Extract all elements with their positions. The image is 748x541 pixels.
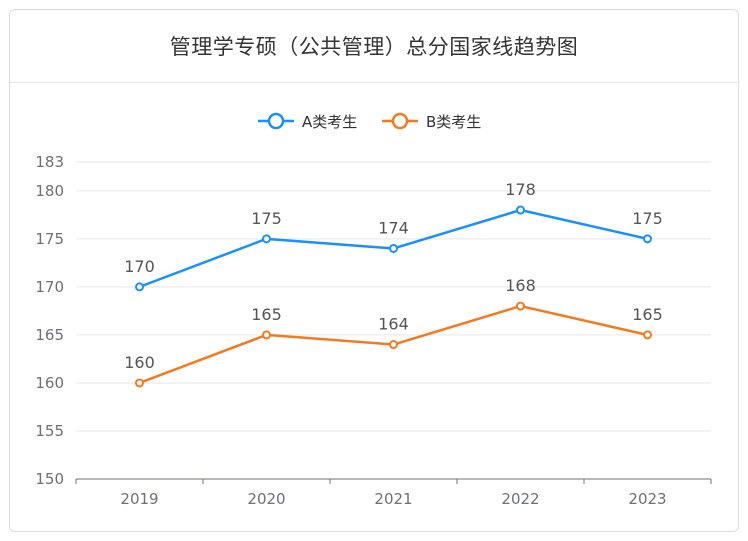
x-tick-label: 2020	[247, 490, 285, 508]
data-point	[643, 330, 652, 340]
data-point	[262, 234, 271, 244]
series-group: 170 175 174 178 175 160 165 164 168 165	[124, 180, 663, 388]
data-label: 164	[378, 315, 409, 334]
legend: A类考生 B类考生	[258, 112, 481, 131]
legend-marker	[391, 112, 409, 130]
data-label: 170	[124, 257, 155, 276]
y-tick-label: 160	[35, 374, 64, 392]
y-tick-label: 180	[35, 182, 64, 200]
data-point	[135, 378, 144, 388]
data-label: 160	[124, 353, 155, 372]
y-tick-label: 183	[35, 153, 64, 171]
y-tick-label: 155	[35, 422, 64, 440]
data-label: 175	[632, 209, 663, 228]
data-point	[389, 243, 398, 253]
x-tick-label: 2022	[501, 490, 539, 508]
data-point	[516, 301, 525, 311]
grid-lines	[76, 161, 711, 432]
legend-label: B类考生	[426, 113, 481, 131]
data-label: 174	[378, 218, 409, 237]
chart-card: 管理学专硕（公共管理）总分国家线趋势图	[9, 9, 739, 532]
x-axis: 2019 2020 2021 2022 2023	[75, 478, 712, 508]
y-tick-label: 175	[35, 230, 64, 248]
y-tick-label: 150	[35, 470, 64, 488]
data-point	[262, 330, 271, 340]
legend-item-2: B类考生	[382, 112, 481, 131]
x-tick-label: 2021	[374, 490, 412, 508]
data-point	[643, 234, 652, 244]
data-label: 175	[251, 209, 282, 228]
data-point	[516, 205, 525, 215]
chart-title: 管理学专硕（公共管理）总分国家线趋势图	[169, 35, 579, 59]
data-label: 165	[632, 305, 663, 324]
data-point	[389, 340, 398, 350]
x-tick-label: 2019	[120, 490, 158, 508]
data-label: 165	[251, 305, 282, 324]
x-tick-label: 2023	[628, 490, 666, 508]
card-header: 管理学专硕（公共管理）总分国家线趋势图	[10, 10, 738, 83]
legend-marker	[267, 112, 285, 130]
y-tick-label: 170	[35, 278, 64, 296]
data-point	[135, 282, 144, 292]
y-axis: 150 155 160 165 170 175 180 183	[35, 153, 64, 488]
legend-label: A类考生	[302, 113, 357, 131]
data-label: 178	[505, 180, 536, 199]
data-label: 168	[505, 276, 536, 295]
y-tick-label: 165	[35, 326, 64, 344]
legend-item-1: A类考生	[258, 112, 357, 131]
